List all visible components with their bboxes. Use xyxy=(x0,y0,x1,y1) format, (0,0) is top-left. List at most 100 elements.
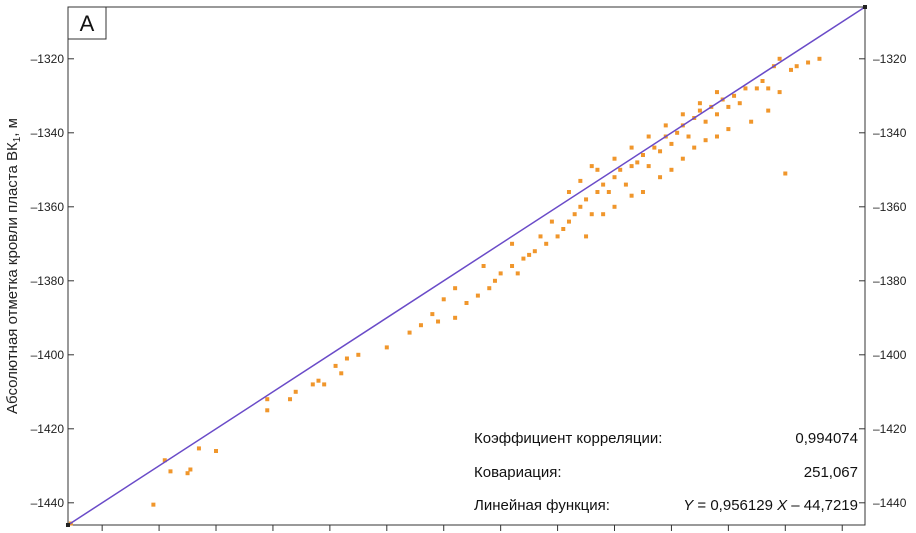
regression-line xyxy=(67,6,866,526)
formula-tail: – 44,7219 xyxy=(787,497,858,514)
data-point xyxy=(436,319,441,324)
panel-label: A xyxy=(80,11,95,36)
data-point xyxy=(339,371,344,376)
data-point xyxy=(680,112,685,117)
data-point xyxy=(521,256,526,261)
data-point xyxy=(806,60,811,65)
data-point xyxy=(669,167,674,172)
data-point xyxy=(635,160,640,165)
data-point xyxy=(623,182,628,187)
data-point xyxy=(612,204,617,209)
y-axis-label: Абсолютная отметка кровли пласта ВК1, м xyxy=(4,118,23,414)
data-point xyxy=(629,145,634,150)
data-point xyxy=(578,178,583,183)
formula-mid: = 0,956129 xyxy=(693,497,777,514)
y-axis-label-main: Абсолютная отметка кровли пласта ВК xyxy=(4,142,21,414)
y-tick-label-right: –1380 xyxy=(873,274,907,288)
data-point xyxy=(561,227,566,231)
data-point xyxy=(453,315,458,320)
y-tick-label-left: –1360 xyxy=(31,200,65,214)
y-tick-label-left: –1340 xyxy=(31,126,65,140)
data-point xyxy=(578,204,583,209)
y-tick-label-right: –1340 xyxy=(873,126,907,140)
data-point xyxy=(726,104,731,109)
data-point xyxy=(766,86,771,91)
data-point xyxy=(572,212,577,217)
y-axis-label-sub: 1 xyxy=(12,136,23,142)
data-point xyxy=(606,190,611,194)
data-point xyxy=(663,123,668,128)
data-point xyxy=(589,212,594,217)
data-point xyxy=(584,197,589,202)
data-point xyxy=(214,449,219,453)
data-point xyxy=(658,149,663,154)
data-point xyxy=(646,134,651,139)
data-point xyxy=(544,241,549,246)
data-point xyxy=(612,156,617,161)
data-point xyxy=(601,182,606,187)
data-point xyxy=(316,378,321,383)
data-point xyxy=(640,190,645,194)
formula-x: X xyxy=(776,497,788,514)
data-point xyxy=(703,119,708,124)
data-point xyxy=(703,138,708,143)
data-point xyxy=(669,141,674,146)
y-tick-label-right: –1320 xyxy=(873,52,907,66)
data-point xyxy=(783,171,788,176)
data-point xyxy=(697,101,702,106)
data-point xyxy=(777,90,782,95)
data-point xyxy=(749,119,754,124)
data-point xyxy=(384,345,389,350)
data-point xyxy=(344,356,349,361)
y-tick-label-left: –1320 xyxy=(31,52,65,66)
data-point xyxy=(612,175,617,180)
data-point xyxy=(265,408,270,413)
data-point xyxy=(601,212,606,217)
data-point xyxy=(697,108,702,113)
data-point xyxy=(584,234,589,239)
data-point xyxy=(652,145,657,150)
data-point xyxy=(743,86,748,91)
panel-label-box: A xyxy=(67,6,107,40)
data-point xyxy=(356,352,361,357)
data-point xyxy=(265,397,270,402)
data-point xyxy=(618,167,623,172)
data-point xyxy=(196,446,201,451)
y-tick-label-right: –1440 xyxy=(873,496,907,510)
data-point xyxy=(595,190,600,194)
y-tick-label-right: –1360 xyxy=(873,200,907,214)
data-point xyxy=(453,286,458,291)
data-point xyxy=(481,264,486,268)
data-point xyxy=(333,363,338,368)
data-point xyxy=(418,323,423,328)
data-point xyxy=(766,108,771,113)
y-axis-label-unit: , м xyxy=(4,118,21,137)
covariance-label: Ковариация: xyxy=(474,464,562,481)
correlation-label: Коэффициент корреляции: xyxy=(474,430,662,447)
correlation-value: 0,994074 xyxy=(795,430,858,447)
data-point xyxy=(515,271,520,276)
data-point xyxy=(407,330,412,335)
data-point xyxy=(714,90,719,95)
linear-function-formula: Y = 0,956129 X – 44,7219 xyxy=(683,497,858,514)
data-point xyxy=(726,127,731,132)
data-point xyxy=(151,502,156,507)
data-point xyxy=(566,190,571,194)
y-tick-label-left: –1380 xyxy=(31,274,65,288)
y-tick-label-left: –1400 xyxy=(31,348,65,362)
data-point xyxy=(487,286,492,291)
y-tick-label-left: –1440 xyxy=(31,496,65,510)
fit-line-endpoint-low xyxy=(66,523,70,527)
stats-box: Коэффициент корреляции: 0,994074 Ковариа… xyxy=(474,430,858,514)
data-point xyxy=(492,278,497,283)
data-point xyxy=(817,56,822,61)
data-point xyxy=(188,467,193,472)
data-point xyxy=(640,153,645,157)
data-point xyxy=(714,112,719,117)
data-point xyxy=(532,249,537,254)
data-point xyxy=(680,156,685,161)
data-point xyxy=(510,264,515,268)
data-points xyxy=(68,5,867,526)
covariance-value: 251,067 xyxy=(804,464,858,481)
linear-function-label: Линейная функция: xyxy=(474,497,610,514)
